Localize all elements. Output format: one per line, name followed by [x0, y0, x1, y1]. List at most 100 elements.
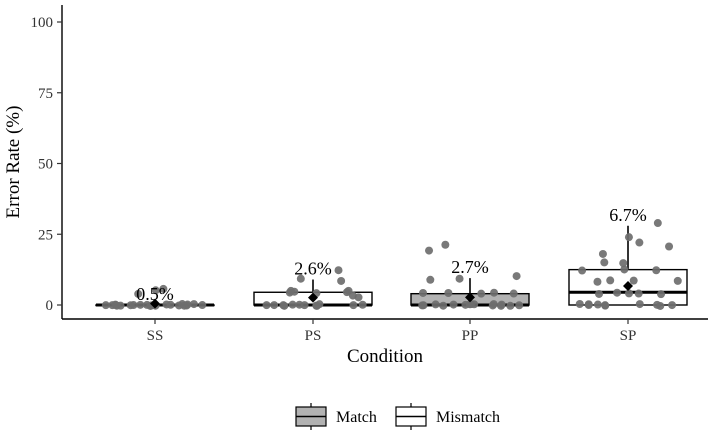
- data-point: [465, 300, 474, 309]
- data-point: [126, 301, 135, 310]
- data-point: [449, 300, 458, 309]
- legend-item-mismatch: Mismatch: [395, 403, 500, 430]
- data-point: [419, 288, 428, 297]
- data-point: [619, 259, 628, 268]
- data-point: [159, 284, 168, 293]
- data-point: [673, 276, 682, 285]
- legend-item-match: Match: [295, 403, 377, 430]
- mean-label: 6.7%: [609, 205, 647, 225]
- data-point: [598, 249, 607, 258]
- data-point: [312, 301, 321, 310]
- x-axis-title: Condition: [347, 346, 424, 367]
- data-point: [349, 301, 358, 310]
- group-sp: 6.7%: [568, 205, 688, 310]
- x-tick-label: PS: [305, 328, 322, 344]
- data-point: [613, 288, 622, 297]
- data-point: [490, 288, 499, 297]
- legend-label: Match: [336, 409, 377, 426]
- data-point: [151, 286, 160, 295]
- mean-marker: [465, 292, 475, 303]
- mean-label: 2.7%: [451, 257, 489, 277]
- data-point: [426, 275, 435, 284]
- y-tick-label: 25: [38, 227, 53, 243]
- data-point: [162, 300, 171, 309]
- data-point: [600, 258, 609, 267]
- data-point: [509, 289, 518, 298]
- data-point: [262, 301, 271, 310]
- data-point: [344, 286, 353, 295]
- mean-marker: [150, 298, 160, 309]
- mean-marker: [623, 281, 633, 292]
- data-point: [136, 300, 145, 309]
- data-point: [578, 266, 587, 275]
- data-point: [593, 300, 602, 309]
- data-point: [620, 265, 629, 274]
- x-axis-ticks: SS PS PP SP: [147, 319, 637, 344]
- data-point: [358, 300, 367, 309]
- data-point: [270, 301, 279, 310]
- data-point: [653, 300, 662, 309]
- data-point: [441, 240, 450, 249]
- y-tick-label: 100: [31, 15, 54, 31]
- data-point: [652, 266, 661, 275]
- group-ps: 2.6%: [253, 259, 373, 310]
- group-ss: 0.5%: [95, 284, 215, 310]
- data-point: [288, 300, 297, 309]
- data-point: [634, 289, 643, 298]
- data-point: [653, 219, 662, 228]
- y-tick-label: 50: [38, 157, 53, 173]
- data-point: [595, 289, 604, 298]
- data-point: [280, 301, 289, 310]
- data-point: [455, 274, 464, 283]
- data-point: [624, 233, 633, 242]
- mean-marker: [308, 292, 318, 303]
- group-pp: 2.7%: [410, 240, 530, 310]
- data-point: [497, 300, 506, 309]
- data-point: [101, 301, 110, 310]
- data-point: [198, 301, 207, 310]
- y-tick-label: 75: [38, 86, 53, 102]
- data-point: [506, 301, 515, 310]
- data-point: [575, 300, 584, 309]
- data-point: [584, 300, 593, 309]
- data-point: [593, 277, 602, 286]
- data-point: [515, 301, 524, 310]
- data-point: [296, 274, 305, 283]
- y-tick-label: 0: [46, 298, 54, 314]
- data-point: [444, 288, 453, 297]
- data-point: [629, 276, 638, 285]
- data-point: [665, 242, 674, 251]
- x-tick-label: PP: [462, 328, 479, 344]
- x-tick-label: SS: [147, 328, 164, 344]
- data-point: [625, 289, 634, 298]
- mean-label: 2.6%: [294, 259, 332, 279]
- x-tick-label: SP: [620, 328, 637, 344]
- data-point: [112, 301, 121, 310]
- data-point: [300, 301, 309, 310]
- data-point: [425, 246, 434, 255]
- y-axis-ticks: 0 25 50 75 100: [31, 15, 62, 314]
- legend: Match Mismatch: [295, 403, 500, 430]
- data-point: [418, 301, 427, 310]
- data-point: [431, 300, 440, 309]
- data-point: [489, 300, 498, 309]
- data-point: [180, 301, 189, 310]
- legend-label: Mismatch: [436, 409, 500, 426]
- mean-label: 0.5%: [136, 284, 174, 304]
- data-point: [601, 301, 610, 310]
- data-point: [668, 301, 677, 310]
- data-point: [334, 266, 343, 275]
- data-point: [477, 289, 486, 298]
- data-point: [606, 276, 615, 285]
- data-point: [512, 272, 521, 281]
- y-axis-title: Error Rate (%): [3, 106, 24, 219]
- data-point: [286, 286, 295, 295]
- data-point: [134, 289, 143, 298]
- data-point: [337, 276, 346, 285]
- data-point: [635, 300, 644, 309]
- data-point: [439, 301, 448, 310]
- plot-area: 0.5% 2.6% 2.7% 6.7%: [95, 205, 688, 310]
- data-point: [657, 290, 666, 299]
- data-point: [635, 238, 644, 247]
